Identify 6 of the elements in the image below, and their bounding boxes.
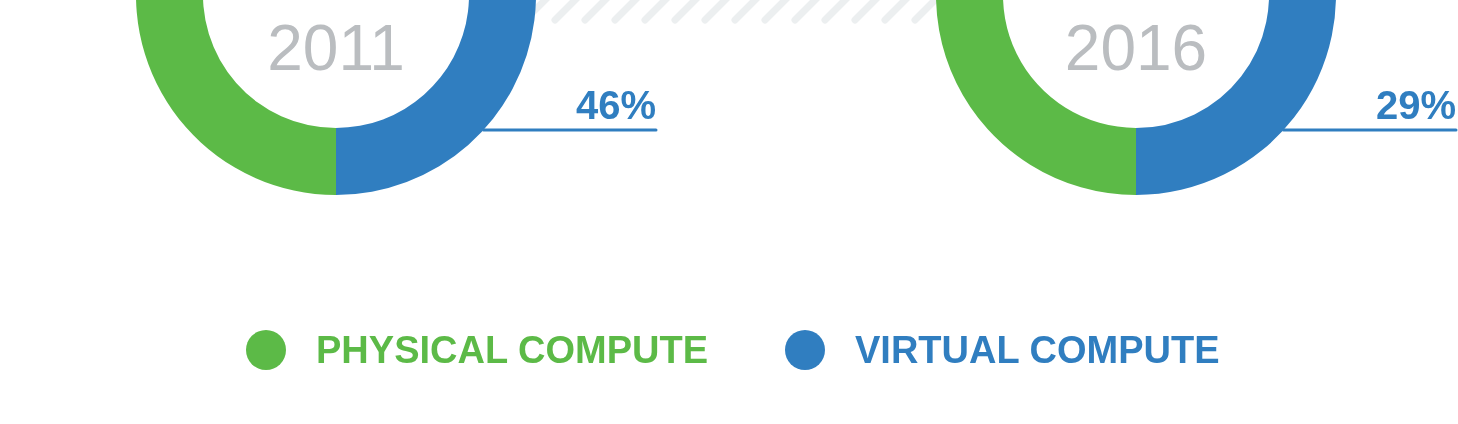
data-label: 46% — [575, 83, 656, 127]
chart-title: 2011 — [267, 12, 405, 84]
legend-label: VIRTUAL COMPUTE — [855, 329, 1220, 371]
legend-label: PHYSICAL COMPUTE — [316, 329, 709, 371]
chart-title: 2016 — [1064, 12, 1208, 84]
data-label: 29% — [1375, 83, 1456, 127]
